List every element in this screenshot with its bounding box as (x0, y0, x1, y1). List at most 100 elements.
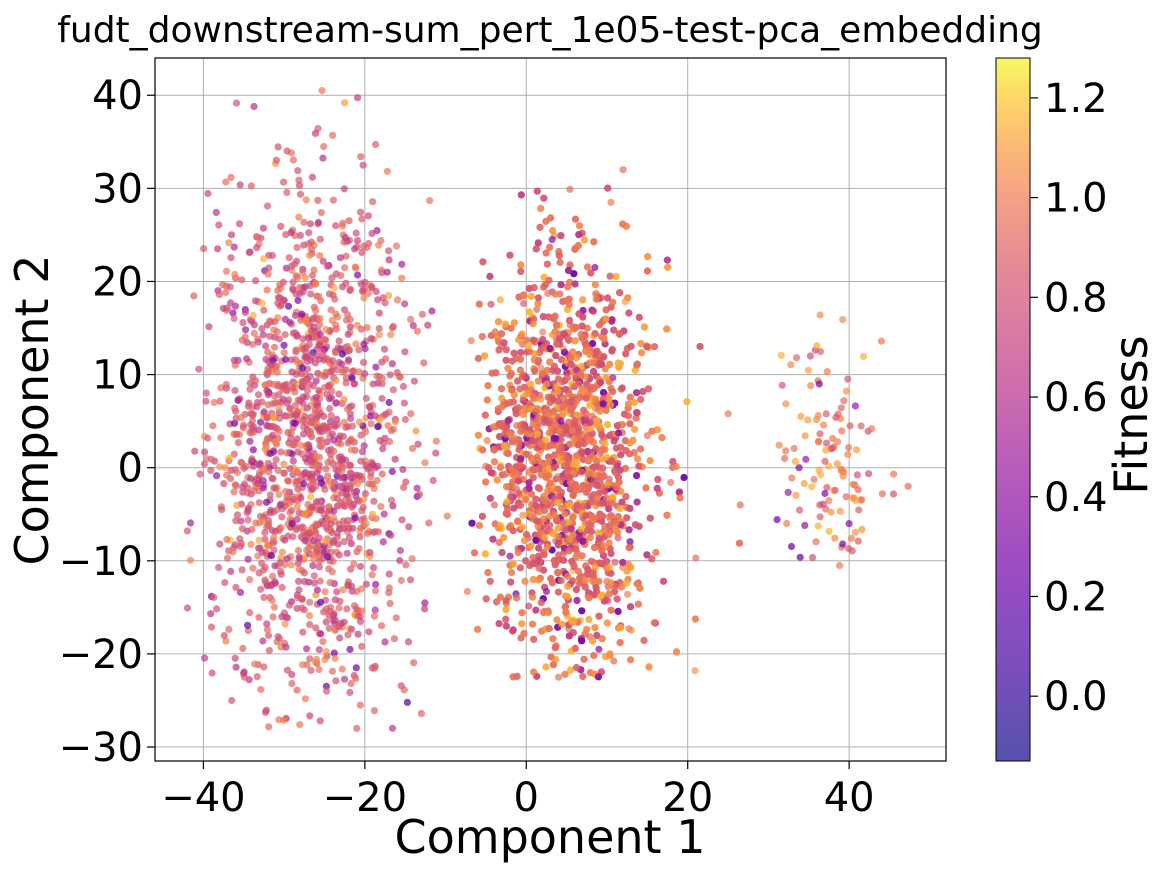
data-point (797, 412, 805, 420)
data-point (331, 423, 339, 431)
data-point (549, 395, 557, 403)
data-point (307, 245, 315, 253)
data-point (284, 428, 292, 437)
data-point (428, 307, 436, 315)
data-point (654, 475, 662, 483)
data-point (358, 642, 366, 651)
data-point (243, 355, 251, 363)
data-point (346, 688, 354, 697)
data-point (554, 387, 562, 396)
data-point (349, 524, 357, 532)
data-point (554, 524, 562, 532)
data-point (406, 576, 415, 584)
data-point (495, 538, 503, 547)
data-point (316, 341, 324, 349)
data-point (308, 271, 317, 280)
data-point (216, 540, 224, 548)
data-point (815, 438, 823, 446)
data-point (270, 380, 278, 389)
data-point (600, 328, 608, 336)
data-point (591, 263, 599, 272)
data-point (289, 156, 297, 164)
data-point (831, 486, 839, 494)
data-point (310, 266, 318, 274)
data-point (381, 638, 389, 646)
data-point (352, 674, 360, 683)
data-point (858, 525, 866, 533)
data-point (838, 427, 846, 435)
data-point (361, 370, 369, 378)
data-point (293, 358, 302, 366)
data-point (532, 606, 540, 614)
data-point (607, 401, 615, 409)
data-point (539, 313, 547, 321)
data-point (364, 465, 372, 473)
data-point (578, 322, 586, 330)
data-point (556, 492, 565, 500)
data-point (264, 391, 272, 399)
data-point (338, 665, 346, 673)
data-point (585, 350, 594, 359)
data-point (507, 324, 515, 332)
data-point (584, 565, 592, 574)
data-point (616, 330, 624, 338)
data-point (339, 368, 347, 376)
data-point (784, 488, 792, 496)
data-point (630, 425, 639, 433)
data-point (306, 417, 314, 425)
data-point (510, 349, 518, 357)
data-point (367, 473, 375, 481)
data-point (275, 716, 283, 724)
data-point (542, 587, 551, 596)
data-point (429, 476, 437, 485)
data-point (217, 434, 225, 442)
data-point (274, 143, 282, 151)
data-point (231, 404, 239, 412)
data-point (541, 534, 549, 542)
data-point (527, 292, 535, 300)
data-point (646, 514, 654, 522)
data-point (478, 512, 486, 520)
data-point (494, 318, 503, 326)
data-point (360, 294, 368, 302)
data-point (232, 583, 240, 592)
data-point (294, 485, 302, 493)
data-point (554, 485, 562, 493)
data-point (346, 484, 354, 492)
data-point (819, 500, 827, 508)
data-point (388, 724, 397, 732)
data-point (403, 698, 411, 707)
data-point (204, 434, 212, 442)
data-point (625, 544, 633, 552)
data-point (344, 330, 352, 338)
data-point (535, 556, 543, 565)
data-point (273, 328, 281, 336)
data-point (195, 365, 203, 373)
points-layer (183, 87, 912, 733)
data-point (591, 624, 599, 632)
data-point (407, 315, 415, 323)
data-point (253, 673, 261, 681)
data-point (669, 457, 677, 466)
data-point (509, 478, 517, 486)
data-point (357, 325, 365, 333)
data-point (262, 498, 271, 506)
colorbar-tick-label: 0.2 (1044, 574, 1108, 620)
data-point (294, 594, 302, 602)
data-point (829, 434, 837, 443)
data-point (346, 346, 354, 354)
data-point (585, 615, 593, 624)
data-point (626, 393, 634, 401)
data-point (265, 646, 273, 655)
data-point (343, 521, 352, 529)
data-point (606, 272, 614, 280)
data-point (877, 337, 886, 345)
data-point (338, 350, 346, 358)
data-point (382, 410, 390, 418)
data-point (355, 497, 363, 505)
data-point (249, 564, 257, 572)
data-point (301, 376, 309, 384)
data-point (850, 494, 858, 502)
data-point (260, 566, 268, 574)
data-point (295, 565, 303, 574)
